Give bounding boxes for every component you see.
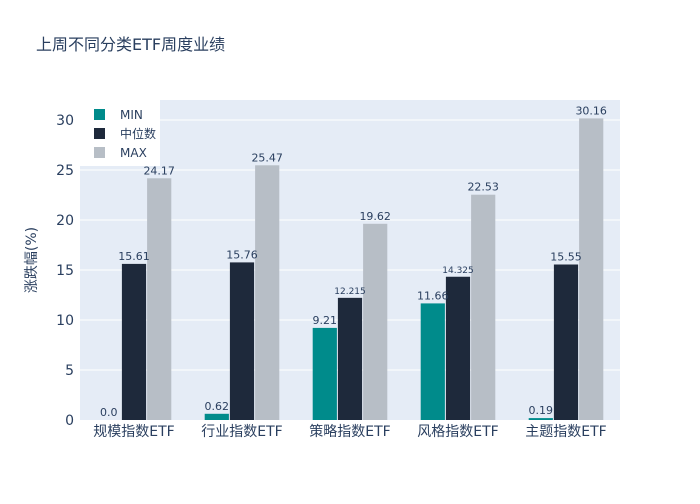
data-label: 0.62: [205, 400, 230, 413]
data-label: 12.215: [334, 287, 366, 297]
bar-中位数[interactable]: [121, 263, 147, 420]
bar-MIN[interactable]: [204, 413, 229, 420]
x-tick-label: 风格指数ETF: [417, 424, 498, 440]
data-label: 15.76: [226, 248, 258, 261]
data-label: 15.55: [550, 251, 582, 264]
legend-label[interactable]: 中位数: [120, 126, 156, 141]
bar-中位数[interactable]: [553, 264, 579, 421]
legend-background: [80, 100, 160, 166]
bar-MAX[interactable]: [363, 223, 388, 420]
data-label: 19.62: [359, 210, 391, 223]
y-tick-label: 5: [65, 363, 74, 379]
x-tick-label: 主题指数ETF: [525, 424, 606, 440]
bar-中位数[interactable]: [337, 297, 363, 420]
bar-中位数[interactable]: [445, 276, 471, 420]
legend-swatch[interactable]: [94, 147, 105, 158]
data-label: 25.47: [251, 151, 283, 164]
bar-MAX[interactable]: [579, 118, 604, 421]
chart-title: 上周不同分类ETF周度业绩: [36, 35, 225, 54]
legend-swatch[interactable]: [94, 128, 105, 139]
bars-group: [121, 118, 604, 421]
y-tick-label: 15: [56, 263, 74, 279]
bar-MIN[interactable]: [420, 303, 445, 420]
y-tick-label: 10: [56, 313, 74, 329]
data-label: 22.53: [467, 181, 499, 194]
data-label: 30.16: [575, 104, 607, 117]
bar-MAX[interactable]: [147, 178, 172, 420]
x-axis-ticks: 规模指数ETF 行业指数ETF 策略指数ETF 风格指数ETF 主题指数ETF: [93, 423, 606, 440]
x-tick-label: 规模指数ETF: [93, 424, 174, 440]
data-labels-group: 0.0 15.61 24.17 0.62 15.76 25.47 9.21 12.215 19.…: [100, 104, 607, 419]
y-tick-label: 0: [65, 413, 74, 429]
y-tick-label: 25: [56, 163, 74, 179]
x-tick-label: 行业指数ETF: [201, 424, 282, 440]
bar-MIN[interactable]: [528, 418, 553, 420]
data-label: 15.61: [118, 250, 150, 263]
data-label: 9.21: [313, 314, 338, 327]
bar-中位数[interactable]: [229, 262, 255, 420]
data-label: 11.66: [417, 289, 449, 302]
y-axis-label: 涨跌幅(%): [24, 227, 40, 293]
y-tick-label: 20: [56, 213, 74, 229]
bar-MAX[interactable]: [255, 165, 280, 420]
legend-label[interactable]: MAX: [120, 146, 147, 160]
legend[interactable]: MIN 中位数 MAX: [80, 100, 160, 166]
bar-MAX[interactable]: [471, 194, 496, 420]
bar-MIN[interactable]: [312, 327, 337, 420]
data-label: 0.19: [529, 404, 554, 417]
x-tick-label: 策略指数ETF: [309, 423, 390, 440]
legend-label[interactable]: MIN: [120, 108, 143, 122]
data-label: 24.17: [143, 164, 175, 177]
legend-swatch[interactable]: [94, 109, 105, 120]
data-label: 14.325: [442, 266, 474, 276]
y-axis-ticks: 0 5 10 15 20 25 30: [56, 113, 74, 429]
y-tick-label: 30: [56, 113, 74, 129]
data-label: 0.0: [100, 406, 118, 419]
